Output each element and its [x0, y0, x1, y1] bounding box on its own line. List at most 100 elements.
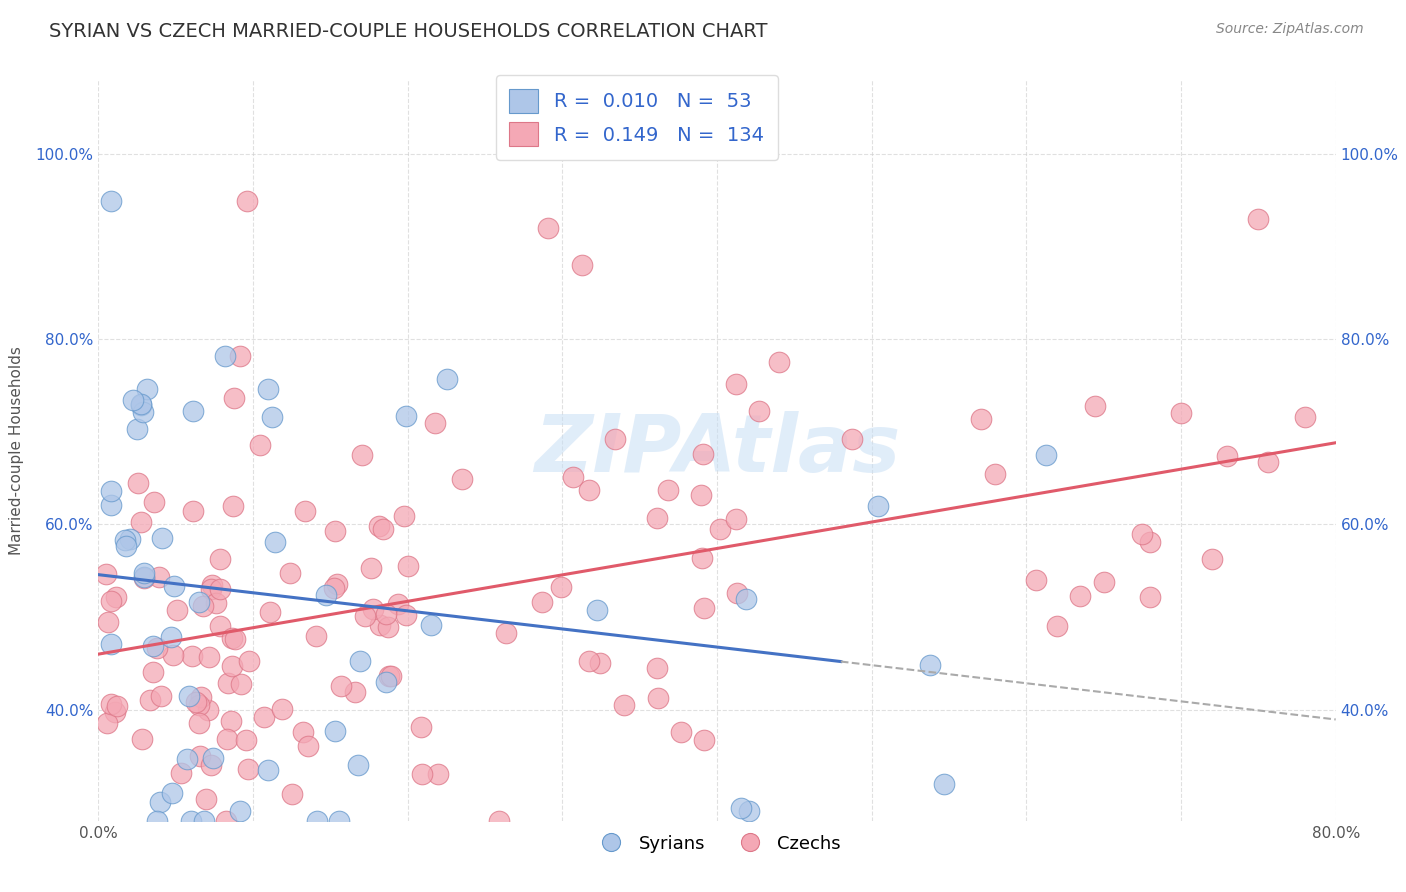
Point — [249, 438, 271, 452]
Point — [394, 409, 416, 423]
Point — [585, 602, 607, 616]
Point — [209, 619, 232, 633]
Point — [129, 397, 152, 411]
Point — [100, 498, 122, 512]
Point — [1035, 448, 1057, 462]
Point — [387, 598, 409, 612]
Point — [200, 758, 222, 772]
Point — [114, 533, 136, 547]
Point — [260, 409, 283, 424]
Point — [180, 648, 202, 663]
Point — [322, 581, 344, 595]
Point — [589, 656, 612, 670]
Point — [264, 534, 287, 549]
Point — [187, 698, 209, 713]
Text: Source: ZipAtlas.com: Source: ZipAtlas.com — [1216, 22, 1364, 37]
Point — [841, 432, 863, 446]
Point — [198, 650, 221, 665]
Point — [1201, 552, 1223, 566]
Point — [361, 602, 384, 616]
Point — [214, 814, 236, 828]
Point — [193, 814, 215, 828]
Point — [184, 695, 207, 709]
Point — [360, 561, 382, 575]
Text: SYRIAN VS CZECH MARRIED-COUPLE HOUSEHOLDS CORRELATION CHART: SYRIAN VS CZECH MARRIED-COUPLE HOUSEHOLD… — [49, 22, 768, 41]
Point — [127, 476, 149, 491]
Point — [724, 377, 747, 392]
Point — [647, 511, 669, 525]
Point — [613, 698, 636, 712]
Point — [149, 690, 172, 704]
Point — [146, 640, 169, 655]
Point — [323, 723, 346, 738]
Point — [221, 632, 243, 646]
Point — [205, 596, 228, 610]
Point — [349, 654, 371, 668]
Text: ZIPAtlas: ZIPAtlas — [534, 411, 900, 490]
Point — [257, 382, 280, 396]
Point — [229, 349, 252, 363]
Point — [725, 586, 748, 600]
Point — [132, 570, 155, 584]
Point — [1069, 589, 1091, 603]
Point — [1130, 527, 1153, 541]
Point — [257, 764, 280, 778]
Point — [201, 578, 224, 592]
Point — [328, 814, 350, 828]
Point — [374, 674, 396, 689]
Point — [219, 714, 242, 728]
Legend: Syrians, Czechs: Syrians, Czechs — [586, 827, 848, 860]
Point — [162, 648, 184, 662]
Point — [1092, 575, 1115, 590]
Point — [1294, 410, 1316, 425]
Point — [380, 668, 402, 682]
Point — [100, 637, 122, 651]
Point — [323, 524, 346, 538]
Point — [305, 629, 328, 643]
Point — [1216, 449, 1239, 463]
Point — [280, 788, 302, 802]
Point — [343, 685, 366, 699]
Point — [132, 571, 155, 585]
Point — [378, 669, 401, 683]
Point — [690, 551, 713, 566]
Point — [645, 660, 668, 674]
Point — [409, 720, 432, 734]
Point — [149, 795, 172, 809]
Y-axis label: Married-couple Households: Married-couple Households — [10, 346, 24, 555]
Point — [374, 607, 396, 621]
Point — [692, 447, 714, 461]
Point — [145, 814, 167, 828]
Point — [96, 716, 118, 731]
Point — [367, 518, 389, 533]
Point — [970, 412, 993, 426]
Point — [297, 739, 319, 753]
Point — [1025, 573, 1047, 587]
Point — [142, 494, 165, 508]
Point — [131, 405, 153, 419]
Point — [748, 404, 770, 418]
Point — [118, 533, 141, 547]
Point — [235, 194, 257, 208]
Point — [222, 499, 245, 513]
Point — [920, 658, 942, 673]
Point — [217, 731, 239, 746]
Point — [201, 751, 224, 765]
Point — [197, 703, 219, 717]
Point — [139, 693, 162, 707]
Point — [224, 391, 246, 405]
Point — [420, 618, 443, 632]
Point — [209, 551, 232, 566]
Point — [142, 639, 165, 653]
Point — [100, 697, 122, 711]
Point — [1046, 619, 1069, 633]
Point — [669, 724, 692, 739]
Point — [162, 786, 184, 800]
Point — [329, 679, 352, 693]
Point — [136, 382, 159, 396]
Point — [307, 814, 329, 828]
Point — [488, 814, 510, 828]
Point — [142, 665, 165, 679]
Point — [187, 716, 209, 731]
Point — [278, 566, 301, 580]
